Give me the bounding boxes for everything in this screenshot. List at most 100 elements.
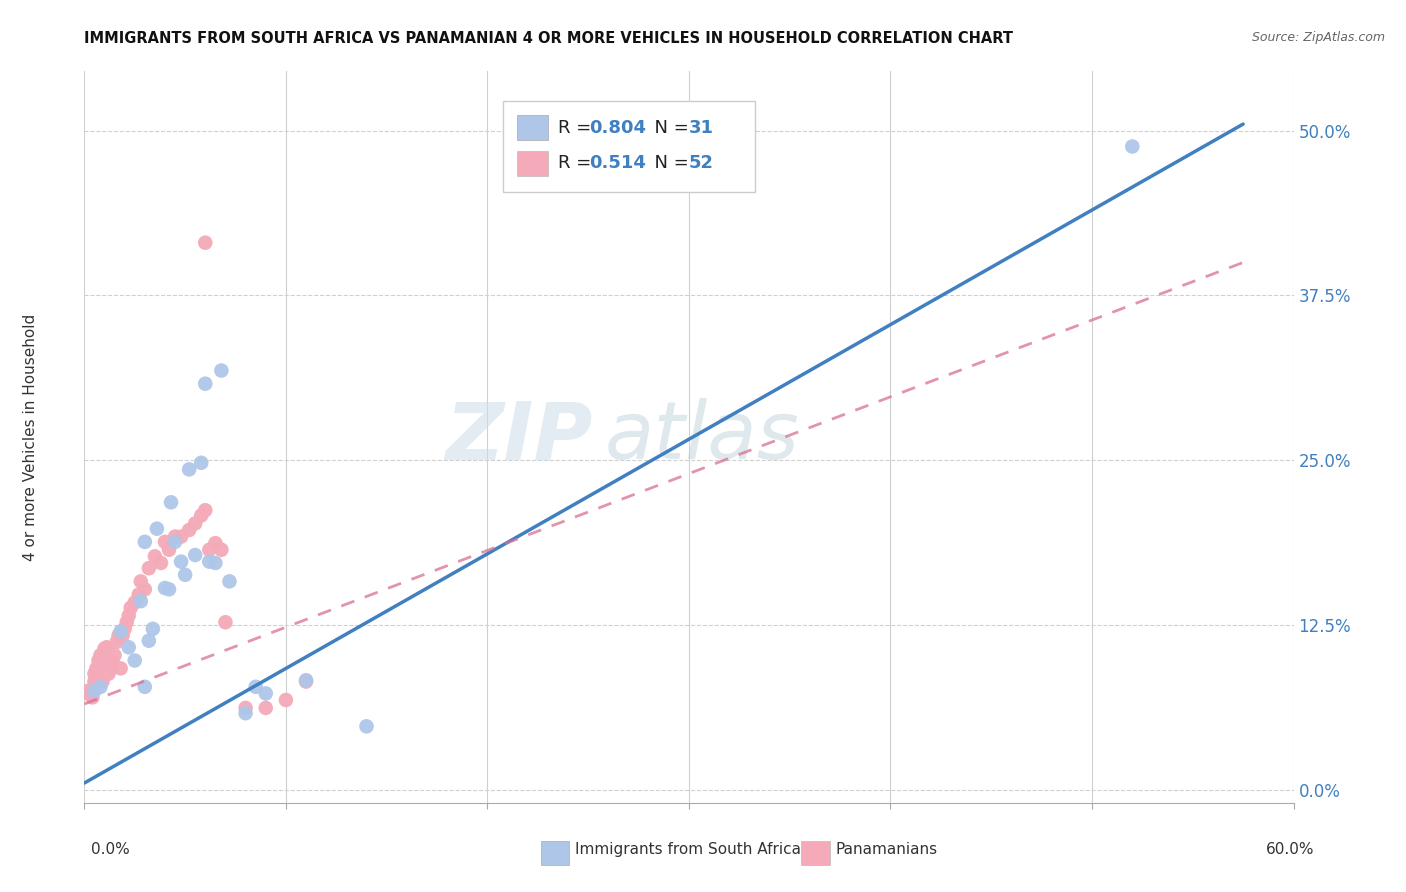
Point	[96, 640, 118, 655]
Point	[100, 661, 122, 675]
Point	[107, 628, 129, 642]
Text: Source: ZipAtlas.com: Source: ZipAtlas.com	[1251, 31, 1385, 45]
Point	[209, 542, 232, 557]
Point	[134, 582, 156, 597]
Point	[204, 556, 226, 570]
Point	[204, 536, 226, 550]
Point	[86, 671, 108, 685]
Point	[157, 582, 180, 597]
Point	[198, 555, 221, 569]
Point	[165, 534, 187, 549]
Point	[89, 680, 111, 694]
Text: Panamanians: Panamanians	[835, 842, 938, 856]
Point	[118, 640, 141, 655]
Point	[110, 624, 132, 639]
Point	[111, 628, 134, 642]
Point	[114, 622, 136, 636]
Point	[124, 653, 146, 667]
Point	[93, 641, 115, 656]
Point	[128, 588, 150, 602]
Point	[129, 594, 152, 608]
Point	[110, 661, 132, 675]
Point	[160, 495, 183, 509]
Point	[97, 666, 120, 681]
Point	[105, 635, 128, 649]
Point	[235, 701, 257, 715]
Text: 60.0%: 60.0%	[1267, 842, 1315, 856]
Text: 0.514: 0.514	[589, 154, 645, 172]
Point	[179, 462, 201, 476]
Point	[86, 661, 108, 675]
Point	[198, 542, 221, 557]
Point	[179, 523, 201, 537]
Point	[83, 666, 105, 681]
Point	[170, 530, 193, 544]
Point	[83, 683, 105, 698]
Point	[124, 595, 146, 609]
Point	[134, 534, 156, 549]
Point	[134, 680, 156, 694]
Text: R =: R =	[558, 119, 598, 136]
Text: 4 or more Vehicles in Household: 4 or more Vehicles in Household	[24, 313, 38, 561]
Point	[82, 690, 104, 705]
Point	[142, 622, 165, 636]
Point	[153, 534, 176, 549]
Point	[87, 653, 110, 667]
Point	[214, 615, 236, 630]
Point	[174, 567, 197, 582]
Text: 0.804: 0.804	[589, 119, 647, 136]
Point	[143, 549, 166, 564]
Point	[184, 516, 207, 531]
Point	[101, 655, 124, 669]
Point	[77, 683, 100, 698]
Point	[87, 664, 110, 678]
Point	[129, 574, 152, 589]
Point	[295, 673, 318, 688]
Point	[91, 674, 114, 689]
Point	[118, 608, 141, 623]
Point	[356, 719, 378, 733]
Text: N =: N =	[643, 119, 695, 136]
Point	[245, 680, 267, 694]
Point	[235, 706, 257, 721]
Point	[89, 648, 111, 663]
Point	[79, 688, 101, 702]
Point	[120, 600, 142, 615]
Point	[149, 556, 172, 570]
Point	[153, 581, 176, 595]
Point	[184, 548, 207, 562]
Text: N =: N =	[643, 154, 695, 172]
Point	[254, 686, 277, 700]
Point	[194, 235, 217, 250]
Point	[190, 508, 212, 523]
Text: R =: R =	[558, 154, 598, 172]
Point	[146, 522, 169, 536]
Point	[83, 674, 105, 689]
Point	[218, 574, 240, 589]
Text: Immigrants from South Africa: Immigrants from South Africa	[575, 842, 801, 856]
Text: ZIP: ZIP	[444, 398, 592, 476]
Point	[190, 456, 212, 470]
Text: atlas: atlas	[605, 398, 799, 476]
Point	[1121, 139, 1143, 153]
Point	[104, 648, 127, 663]
Point	[100, 653, 122, 667]
Point	[194, 376, 217, 391]
Text: 52: 52	[689, 154, 714, 172]
Text: 31: 31	[689, 119, 714, 136]
Point	[165, 530, 187, 544]
Point	[115, 615, 138, 630]
Point	[138, 561, 160, 575]
Point	[93, 650, 115, 665]
Point	[209, 363, 232, 377]
Text: 0.0%: 0.0%	[91, 842, 131, 856]
Point	[274, 693, 297, 707]
Point	[138, 633, 160, 648]
Point	[170, 555, 193, 569]
Point	[254, 701, 277, 715]
Point	[194, 503, 217, 517]
Text: IMMIGRANTS FROM SOUTH AFRICA VS PANAMANIAN 4 OR MORE VEHICLES IN HOUSEHOLD CORRE: IMMIGRANTS FROM SOUTH AFRICA VS PANAMANI…	[84, 31, 1014, 46]
Point	[157, 542, 180, 557]
Point	[89, 655, 111, 669]
Point	[295, 674, 318, 689]
